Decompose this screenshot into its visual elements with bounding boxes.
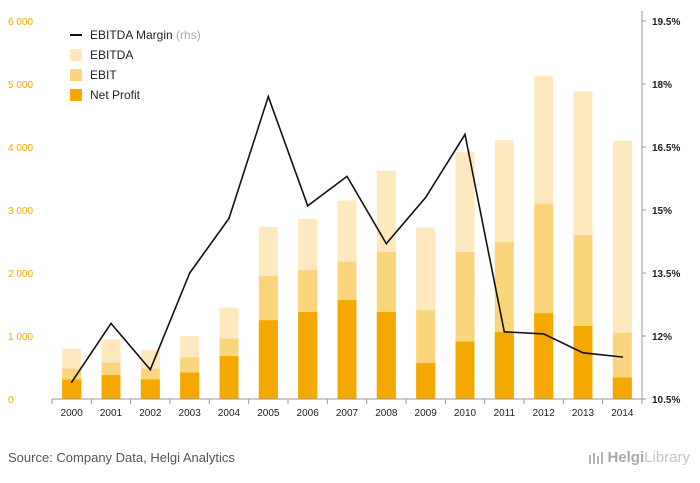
line-point-2014 <box>621 356 624 358</box>
bar-net-profit-2004 <box>219 356 239 399</box>
legend-marker-ebit <box>70 69 82 81</box>
bar-net-profit-2009 <box>416 363 436 399</box>
bar-net-profit-2001 <box>101 375 121 399</box>
line-point-2003 <box>188 272 191 274</box>
left-axis-tick-label: 0 <box>8 395 14 406</box>
line-point-2001 <box>110 322 112 325</box>
x-axis-tick-label: 2013 <box>572 408 595 419</box>
legend-label-ebitda-margin: EBITDA Margin (rhs) <box>90 28 201 42</box>
x-axis-tick-label: 2000 <box>61 408 84 419</box>
helgi-library-logo[interactable]: Helgi Library <box>588 449 690 466</box>
left-axis-tick-label: 1 000 <box>8 332 33 343</box>
x-axis-tick-label: 2006 <box>297 408 320 419</box>
line-point-2007 <box>346 175 348 178</box>
x-axis-tick-label: 2014 <box>611 408 634 419</box>
source-note: Source: Company Data, Helgi Analytics <box>8 450 235 465</box>
left-axis-tick-label: 3 000 <box>8 206 33 217</box>
x-axis-tick-label: 2003 <box>179 408 202 419</box>
legend-label-net-profit: Net Profit <box>90 88 141 102</box>
bar-net-profit-2008 <box>376 312 396 399</box>
logo-text-library: Library <box>644 449 690 466</box>
x-axis-tick-label: 2008 <box>375 408 398 419</box>
legend-note: (rhs) <box>173 28 201 42</box>
line-point-2005 <box>267 95 270 98</box>
line-point-2002 <box>149 368 152 371</box>
bar-net-profit-2007 <box>337 300 357 399</box>
left-axis-tick-label: 6 000 <box>8 17 33 28</box>
right-axis-tick-label: 18% <box>652 80 672 91</box>
legend-label-ebit: EBIT <box>90 68 117 82</box>
x-axis-tick-label: 2010 <box>454 408 477 419</box>
x-axis-tick-label: 2009 <box>415 408 438 419</box>
x-axis-tick-label: 2011 <box>494 408 516 419</box>
bar-net-profit-2011 <box>494 332 514 399</box>
line-point-2011 <box>503 331 506 333</box>
line-point-2013 <box>582 352 584 354</box>
right-axis-tick-label: 15% <box>652 206 672 217</box>
bar-net-profit-2005 <box>258 320 278 399</box>
x-axis-tick-label: 2002 <box>139 408 162 419</box>
line-point-2009 <box>424 196 427 199</box>
x-axis-tick-label: 2005 <box>257 408 280 419</box>
x-axis-tick-label: 2001 <box>100 408 123 419</box>
right-axis-tick-label: 13.5% <box>652 269 680 280</box>
bar-net-profit-2002 <box>140 379 160 399</box>
left-axis-tick-label: 2 000 <box>8 269 33 280</box>
library-icon <box>589 451 604 464</box>
line-point-2008 <box>385 242 388 245</box>
right-axis-tick-label: 12% <box>652 332 672 343</box>
right-axis-tick-label: 19.5% <box>652 17 680 28</box>
line-point-2000 <box>70 381 73 384</box>
line-point-2012 <box>542 333 545 335</box>
bar-net-profit-2013 <box>573 325 593 399</box>
right-axis-tick-label: 10.5% <box>652 395 680 406</box>
left-axis-tick-label: 4 000 <box>8 143 33 154</box>
bar-net-profit-2006 <box>298 312 318 399</box>
bar-net-profit-2000 <box>62 379 82 399</box>
x-axis-tick-label: 2012 <box>533 408 556 419</box>
line-point-2010 <box>464 133 466 136</box>
x-axis-tick-label: 2004 <box>218 408 241 419</box>
left-axis-tick-label: 5 000 <box>8 80 33 91</box>
legend-label-ebitda: EBITDA <box>90 48 133 62</box>
bar-net-profit-2012 <box>534 313 554 399</box>
logo-text-helgi: Helgi <box>607 449 645 466</box>
bar-net-profit-2010 <box>455 341 475 399</box>
line-point-2006 <box>306 205 309 207</box>
x-axis-tick-label: 2007 <box>336 408 359 419</box>
bar-net-profit-2003 <box>180 372 200 399</box>
line-point-2004 <box>228 217 230 220</box>
legend-marker-ebitda <box>70 49 82 61</box>
legend-marker-net-profit <box>70 89 82 101</box>
right-axis-tick-label: 16.5% <box>652 143 680 154</box>
bar-net-profit-2014 <box>612 377 632 399</box>
